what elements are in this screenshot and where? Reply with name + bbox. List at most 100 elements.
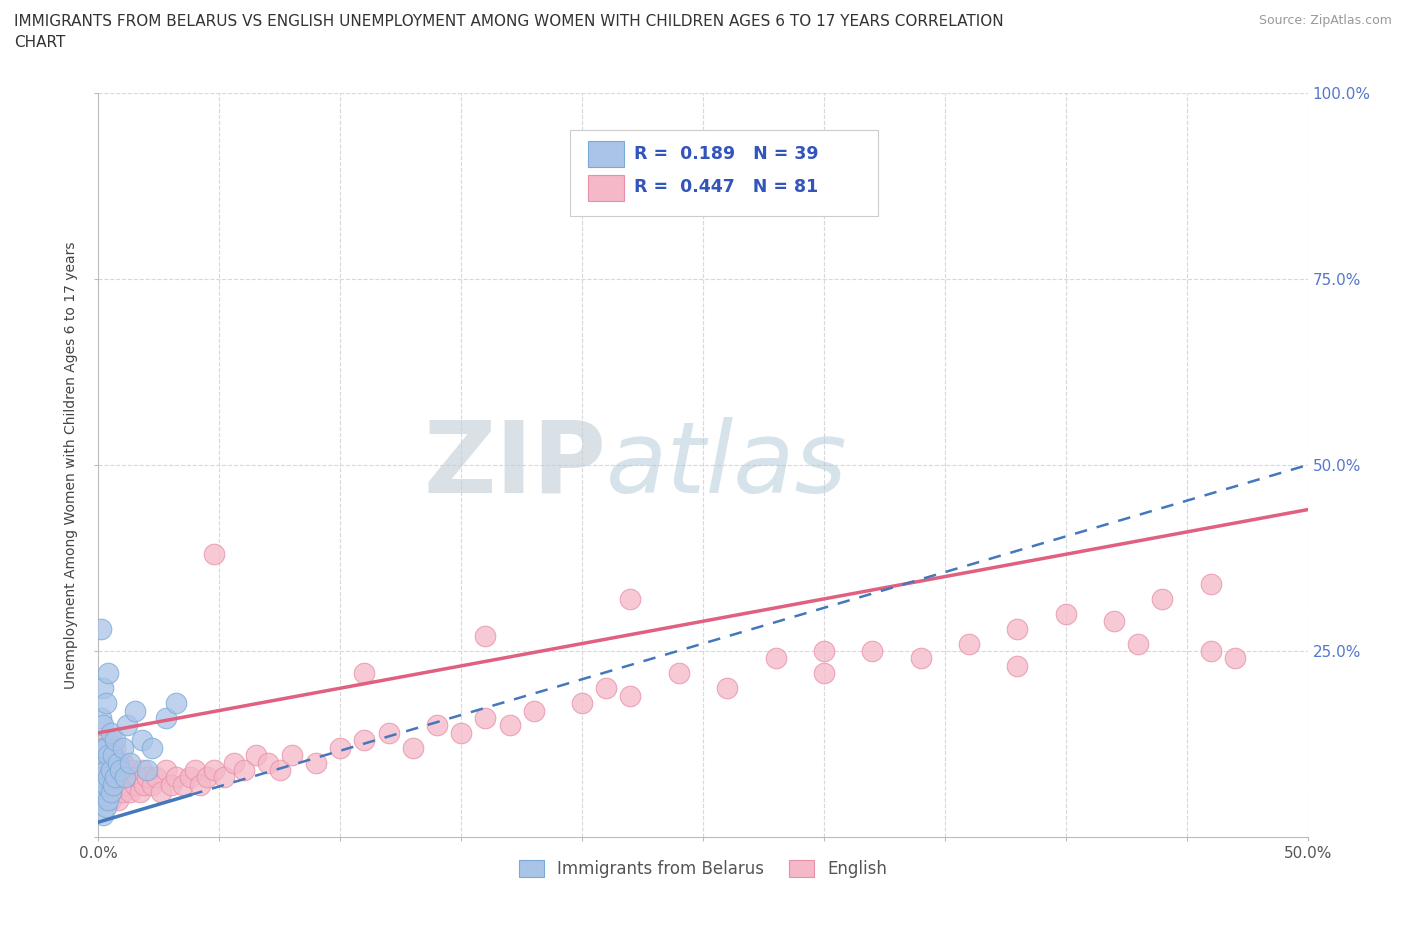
Point <box>118 755 141 770</box>
Point <box>94 755 117 770</box>
Point <box>131 733 153 748</box>
Point <box>619 688 641 703</box>
Point <box>124 703 146 718</box>
Point <box>204 547 226 562</box>
Point <box>97 770 120 785</box>
Point <box>94 740 117 755</box>
Point <box>619 591 641 606</box>
Text: atlas: atlas <box>606 417 848 513</box>
Point <box>498 718 520 733</box>
Point <box>141 777 163 792</box>
Point <box>402 740 425 755</box>
Point <box>117 770 139 785</box>
Point <box>107 770 129 785</box>
Legend: Immigrants from Belarus, English: Immigrants from Belarus, English <box>512 853 894 884</box>
Point <box>124 777 146 792</box>
Point <box>111 785 134 800</box>
Point <box>765 651 787 666</box>
Point <box>100 785 122 800</box>
Point <box>668 666 690 681</box>
Point <box>128 785 150 800</box>
Text: ZIP: ZIP <box>423 417 606 513</box>
Point <box>118 785 141 800</box>
Point <box>91 681 114 696</box>
Text: R =  0.189   N = 39: R = 0.189 N = 39 <box>634 145 818 163</box>
Point <box>1223 651 1246 666</box>
Point <box>131 763 153 777</box>
Point <box>94 696 117 711</box>
Point <box>94 800 117 815</box>
Point <box>813 644 835 658</box>
Point <box>184 763 207 777</box>
Point <box>104 770 127 785</box>
Point <box>1054 606 1077 621</box>
Point <box>100 725 122 740</box>
Point <box>160 777 183 792</box>
Point <box>232 763 254 777</box>
Point <box>353 666 375 681</box>
Point <box>595 681 617 696</box>
Point <box>114 770 136 785</box>
Point <box>91 740 114 755</box>
Point <box>104 777 127 792</box>
Point <box>523 703 546 718</box>
Point <box>101 748 124 763</box>
Point <box>1152 591 1174 606</box>
Point <box>281 748 304 763</box>
Point <box>716 681 738 696</box>
Point <box>94 777 117 792</box>
Point <box>1199 577 1222 591</box>
Point <box>91 785 114 800</box>
Y-axis label: Unemployment Among Women with Children Ages 6 to 17 years: Unemployment Among Women with Children A… <box>65 241 79 689</box>
Point <box>101 785 124 800</box>
Point <box>222 755 245 770</box>
Point <box>450 725 472 740</box>
Point <box>165 770 187 785</box>
Point <box>127 770 149 785</box>
Point <box>107 755 129 770</box>
Point <box>97 733 120 748</box>
Point <box>204 763 226 777</box>
Point <box>1102 614 1125 629</box>
Point <box>172 777 194 792</box>
Point <box>141 740 163 755</box>
Point <box>1199 644 1222 658</box>
Point <box>97 748 120 763</box>
Point <box>165 696 187 711</box>
Point <box>1007 621 1029 636</box>
Point <box>155 763 177 777</box>
Point <box>91 718 114 733</box>
Point <box>91 792 114 807</box>
Point <box>108 763 131 777</box>
Point <box>100 763 122 777</box>
Point <box>571 696 593 711</box>
Point <box>90 770 112 785</box>
Point <box>90 711 112 725</box>
Point <box>91 807 114 822</box>
Point <box>94 785 117 800</box>
Point <box>1128 636 1150 651</box>
Point <box>94 763 117 777</box>
Point <box>90 770 112 785</box>
FancyBboxPatch shape <box>588 175 624 201</box>
Point <box>91 770 114 785</box>
FancyBboxPatch shape <box>569 130 879 216</box>
Point <box>155 711 177 725</box>
Point <box>97 792 120 807</box>
Point <box>114 777 136 792</box>
Text: Source: ZipAtlas.com: Source: ZipAtlas.com <box>1258 14 1392 27</box>
Point <box>426 718 449 733</box>
Point <box>108 763 131 777</box>
Point <box>474 711 496 725</box>
Point <box>97 666 120 681</box>
Point <box>329 740 352 755</box>
Point <box>145 770 167 785</box>
Point <box>135 763 157 777</box>
Point <box>90 792 112 807</box>
Text: R =  0.447   N = 81: R = 0.447 N = 81 <box>634 179 818 196</box>
Point <box>256 755 278 770</box>
Point <box>813 666 835 681</box>
Point <box>269 763 291 777</box>
Point <box>305 755 328 770</box>
Point <box>188 777 211 792</box>
